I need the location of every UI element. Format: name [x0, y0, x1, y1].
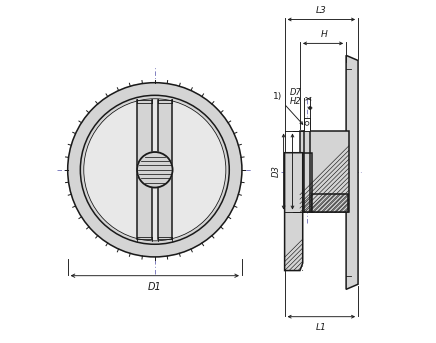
Circle shape [84, 99, 226, 241]
Polygon shape [346, 55, 358, 289]
Text: L1: L1 [316, 323, 327, 332]
Text: 1): 1) [272, 92, 303, 124]
Circle shape [80, 95, 229, 244]
Circle shape [305, 121, 309, 125]
Circle shape [137, 152, 173, 188]
Bar [300, 130, 349, 213]
Bar [158, 100, 172, 239]
Text: H7: H7 [297, 159, 304, 164]
Text: D1: D1 [148, 282, 162, 292]
Bar [303, 153, 312, 213]
Bar [137, 100, 152, 239]
Bar [312, 194, 348, 213]
Text: L3: L3 [316, 6, 327, 15]
Circle shape [68, 83, 242, 257]
Text: D7: D7 [290, 88, 302, 97]
Text: H: H [320, 30, 327, 39]
Polygon shape [285, 153, 303, 271]
Text: H2: H2 [290, 97, 302, 106]
Bar [304, 118, 310, 130]
Text: D2: D2 [293, 164, 304, 173]
Text: D3: D3 [272, 166, 281, 177]
